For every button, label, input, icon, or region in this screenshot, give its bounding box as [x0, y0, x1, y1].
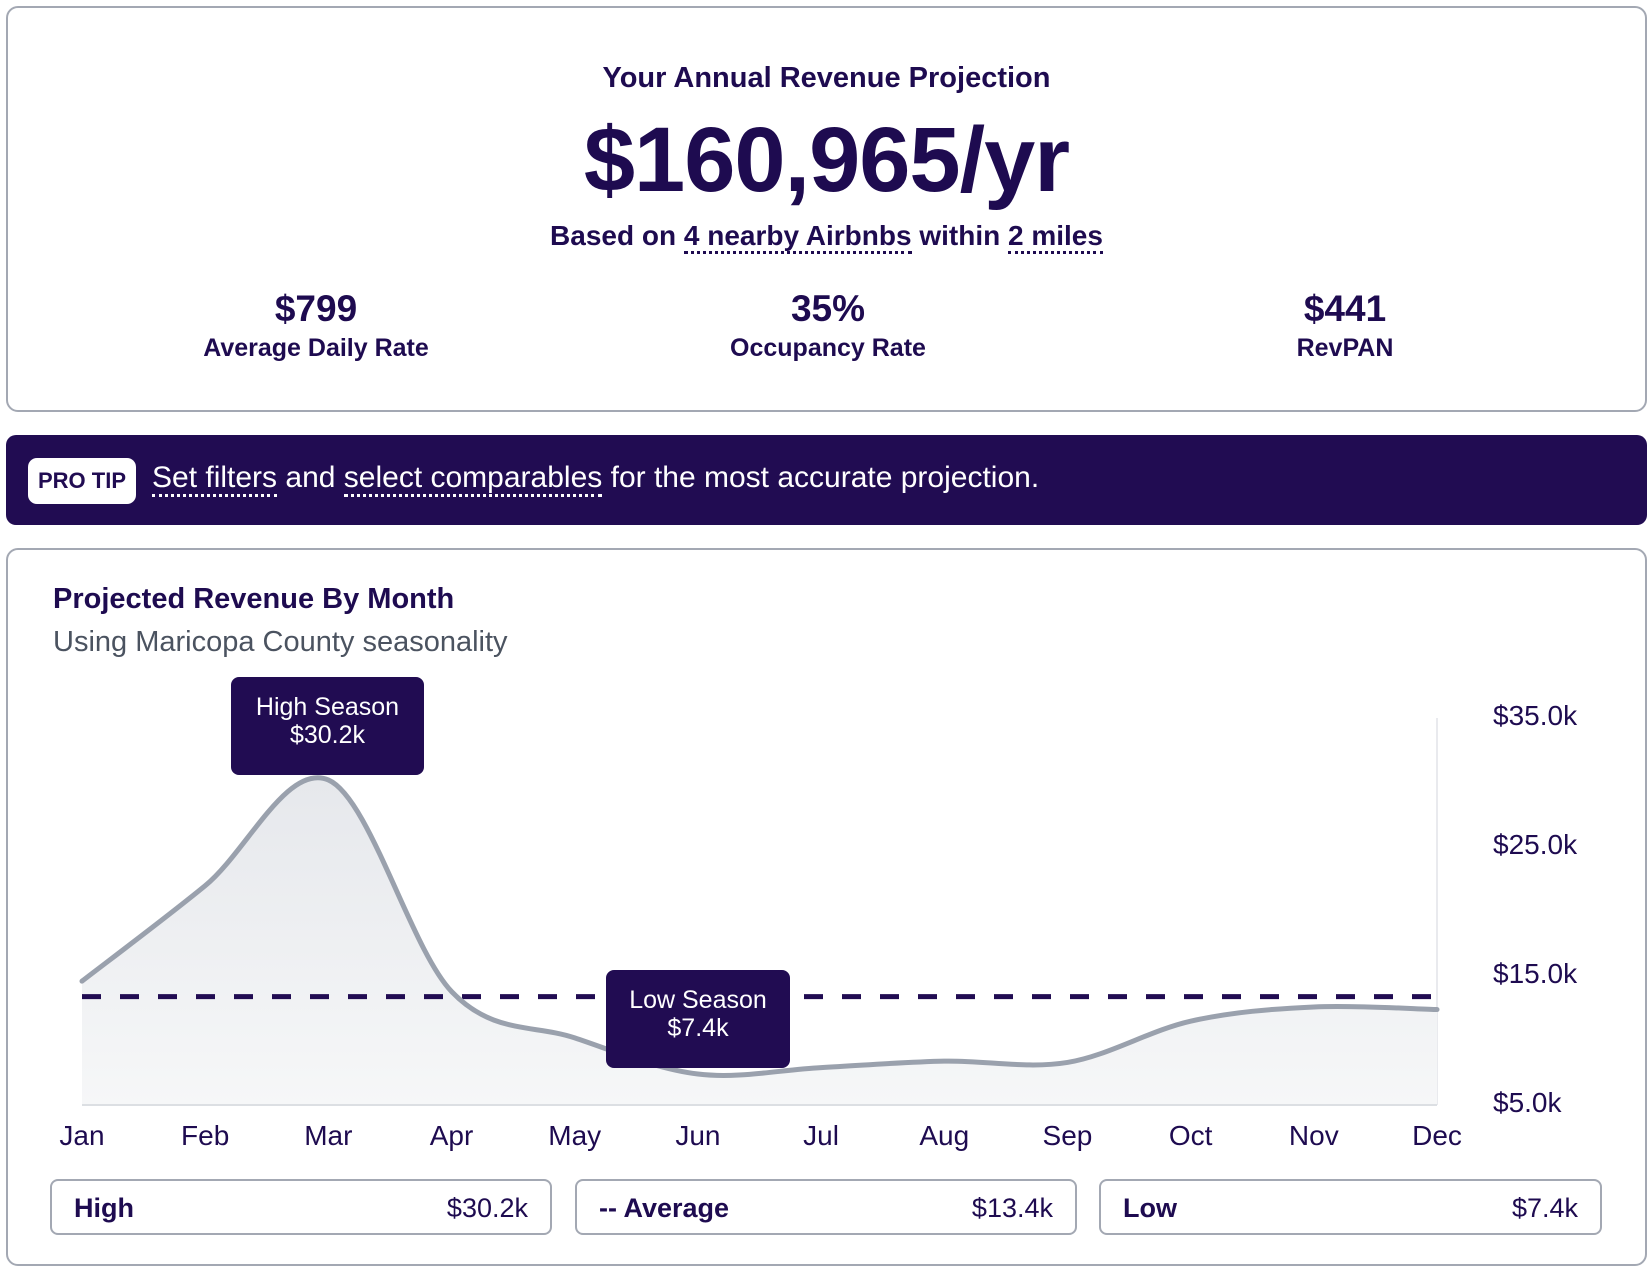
chart-title: Projected Revenue By Month: [53, 583, 455, 615]
comparables-basis: Based on 4 nearby Airbnbs within 2 miles: [8, 220, 1645, 254]
pro-tip-banner: PRO TIP Set filters and select comparabl…: [6, 435, 1647, 525]
legend-name: Low: [1123, 1193, 1177, 1223]
pro-tip-badge: PRO TIP: [28, 458, 137, 504]
and-text: and: [285, 461, 336, 494]
stat-label: RevPAN: [1296, 334, 1394, 362]
summary-title: Your Annual Revenue Projection: [602, 62, 1051, 94]
stat-occupancy-rate: 35% Occupancy Rate: [628, 288, 1028, 363]
x-tick-label: Apr: [429, 1120, 474, 1151]
stat-value: $799: [274, 288, 358, 329]
set-filters-link[interactable]: Set filters: [152, 461, 278, 497]
x-tick-label: Jul: [803, 1120, 839, 1151]
stat-value: $441: [1303, 288, 1387, 329]
stat-revpan: $441 RevPAN: [1145, 288, 1545, 363]
x-tick-label: Mar: [304, 1120, 353, 1151]
select-comparables-link[interactable]: select comparables: [343, 461, 603, 497]
legend-value: $30.2k: [446, 1193, 528, 1223]
distance-link[interactable]: 2 miles: [1008, 220, 1103, 254]
legend-name: -- Average: [599, 1193, 730, 1223]
chart-subtitle: Using Maricopa County seasonality: [53, 626, 508, 658]
y-tick-label: $5.0k: [1493, 1087, 1562, 1118]
x-tick-label: Nov: [1288, 1120, 1339, 1151]
revenue-line: [79, 775, 1440, 1078]
stat-average-daily-rate: $799 Average Daily Rate: [116, 288, 516, 363]
x-tick-label: Dec: [1412, 1120, 1462, 1151]
x-tick-label: Oct: [1168, 1120, 1213, 1151]
revenue-area: [82, 777, 1437, 1105]
y-tick-label: $25.0k: [1493, 829, 1578, 860]
legend-value: $7.4k: [1511, 1193, 1578, 1223]
low-season-tooltip: Low Season $7.4k: [606, 970, 790, 1068]
annual-revenue-amount: $160,965/yr: [583, 109, 1070, 211]
x-tick-label: Sep: [1042, 1120, 1093, 1151]
stat-value: 35%: [790, 288, 866, 329]
legend-low: Low $7.4k: [1099, 1179, 1602, 1235]
tip-rest-text: for the most accurate projection.: [610, 461, 1040, 494]
revenue-summary-card: Your Annual Revenue Projection $160,965/…: [6, 6, 1647, 412]
tooltip-label: Low Season: [629, 986, 767, 1014]
x-tick-label: May: [548, 1120, 602, 1151]
legend-name: High: [74, 1193, 134, 1223]
stat-label: Occupancy Rate: [730, 334, 926, 362]
legend-high: High $30.2k: [50, 1179, 552, 1235]
x-tick-label: Jun: [675, 1120, 721, 1151]
within-text: within: [919, 220, 1001, 251]
y-tick-label: $35.0k: [1493, 700, 1578, 731]
y-tick-label: $15.0k: [1493, 958, 1578, 989]
based-prefix: Based on: [550, 220, 677, 251]
x-tick-label: Jan: [59, 1120, 105, 1151]
high-season-tooltip: High Season $30.2k: [231, 677, 424, 775]
legend-average: -- Average $13.4k: [575, 1179, 1077, 1235]
tooltip-value: $7.4k: [667, 1014, 729, 1042]
stat-label: Average Daily Rate: [203, 334, 429, 362]
nearby-airbnbs-link[interactable]: 4 nearby Airbnbs: [683, 220, 912, 254]
x-tick-label: Aug: [919, 1120, 970, 1151]
pro-tip-text: Set filters and select comparables for t…: [152, 461, 1040, 497]
x-tick-label: Feb: [181, 1120, 230, 1151]
legend-value: $13.4k: [971, 1193, 1053, 1223]
tooltip-value: $30.2k: [289, 721, 366, 749]
tooltip-label: High Season: [255, 693, 400, 721]
